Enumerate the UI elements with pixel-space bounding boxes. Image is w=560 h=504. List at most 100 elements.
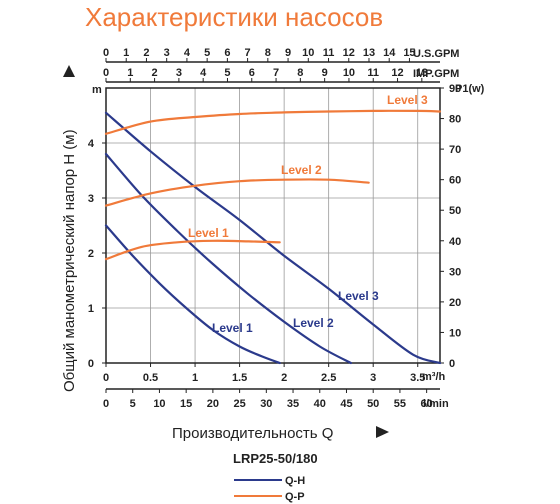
lmin-tick-label-8: 40 [314,398,326,410]
usgpm-tick-label-7: 7 [245,47,251,59]
impgpm-unit: IMP.GPM [413,68,459,80]
usgpm-tick-label-12: 12 [343,47,355,59]
impgpm-tick-label-7: 7 [273,67,279,79]
impgpm-tick-label-9: 9 [322,67,328,79]
x-tick-label-4: 2 [281,372,287,384]
legend-label-qh: Q-H [285,475,305,487]
x-tick-label-3: 1.5 [232,372,247,384]
y-tick-label-0: 0 [88,358,94,370]
impgpm-tick-label-3: 3 [176,67,182,79]
x-axis-arrow-icon [376,426,389,438]
lmin-tick-label-4: 20 [207,398,219,410]
lmin-tick-label-3: 15 [180,398,192,410]
impgpm-tick-label-5: 5 [224,67,230,79]
usgpm-tick-label-10: 10 [302,47,314,59]
x-axis-lmin: 0 5 10 15 20 25 30 35 40 45 50 55 60 [103,388,440,410]
y-axis-left: 0 1 2 3 4 [88,138,106,370]
lmin-tick-label-1: 5 [130,398,136,410]
x-tick-label-2: 1 [192,372,198,384]
impgpm-tick-label-10: 10 [343,67,355,79]
y-right-tick-label-8: 80 [449,114,461,126]
usgpm-tick-label-4: 4 [184,47,191,59]
series-label-qp-level-3: Level 3 [387,93,428,107]
usgpm-tick-label-11: 11 [323,47,335,59]
x-unit-lmin: l/min [423,398,449,410]
chart-series [104,109,442,365]
y-axis-right: 0 10 20 30 40 50 60 70 80 90 [440,83,461,370]
lmin-tick-label-9: 45 [340,398,352,410]
y-tick-label-4: 4 [88,138,95,150]
lmin-tick-label-5: 25 [233,398,245,410]
usgpm-tick-label-14: 14 [383,47,396,59]
x-tick-label-0: 0 [103,372,109,384]
y-unit-left: m [92,84,102,96]
usgpm-tick-label-13: 13 [363,47,375,59]
impgpm-tick-label-2: 2 [152,67,158,79]
usgpm-tick-label-8: 8 [265,47,271,59]
usgpm-tick-label-1: 1 [123,47,129,59]
y-right-tick-label-7: 70 [449,144,461,156]
usgpm-tick-label-2: 2 [143,47,149,59]
y-right-tick-label-2: 20 [449,297,461,309]
y-right-tick-label-3: 30 [449,266,461,278]
y-right-tick-label-5: 50 [449,205,461,217]
series-label-qh-level-2: Level 2 [293,316,334,330]
impgpm-tick-label-8: 8 [297,67,303,79]
lmin-tick-label-11: 55 [394,398,406,410]
usgpm-tick-label-15: 15 [403,47,415,59]
usgpm-unit: U.S.GPM [413,48,459,60]
x-tick-label-1: 0.5 [143,372,158,384]
impgpm-tick-label-0: 0 [103,67,109,79]
x-tick-label-6: 3 [370,372,376,384]
x-axis-label: Производительность Q [172,425,333,442]
series-label-qp-level-2: Level 2 [281,163,322,177]
lmin-tick-label-6: 30 [260,398,272,410]
impgpm-tick-label-1: 1 [127,67,133,79]
series-label-qh-level-3: Level 3 [338,289,379,303]
y-right-tick-label-top: 90 [449,83,461,95]
series-line-qp-level-3 [104,109,442,135]
series-line-qp-level-1 [104,239,281,261]
top-axes: 0 1 2 3 4 5 6 7 8 9 10 11 12 13 14 150 1 2 3 4 5 6 7 8 9 10 11 12 13 [103,47,440,83]
x-tick-label-5: 2.5 [321,372,336,384]
y-tick-label-2: 2 [88,248,94,260]
y-tick-label-1: 1 [88,303,94,315]
chart-title: Характеристики насосов [85,2,383,32]
series-line-qh-level-1 [104,224,281,365]
lmin-tick-label-10: 50 [367,398,379,410]
x-unit-m3h: m³/h [422,371,446,383]
x-axis-m3h: 0 0.5 1 1.5 2 2.5 3 3.5 [103,363,425,384]
series-label-qh-level-1: Level 1 [212,321,253,335]
usgpm-tick-label-9: 9 [285,47,291,59]
impgpm-tick-label-4: 4 [200,67,207,79]
impgpm-tick-label-11: 11 [367,67,379,79]
y-axis-arrow-icon [63,65,75,77]
y-right-tick-label-1: 10 [449,327,461,339]
lmin-tick-label-0: 0 [103,398,109,410]
series-line-qh-level-2 [104,152,352,365]
y-right-tick-label-6: 60 [449,175,461,187]
usgpm-tick-label-3: 3 [164,47,170,59]
lmin-tick-label-2: 10 [153,398,165,410]
usgpm-tick-label-6: 6 [224,47,230,59]
series-label-qp-level-1: Level 1 [188,226,229,240]
y-tick-label-3: 3 [88,193,94,205]
impgpm-tick-label-12: 12 [391,67,403,79]
legend-label-qp: Q-P [285,491,305,503]
x-tick-label-7: 3.5 [410,372,425,384]
plot-frame [105,87,441,364]
chart-grid [106,87,440,363]
lmin-tick-label-12: 60 [421,398,433,410]
y-right-tick-label-0: 0 [449,358,455,370]
lmin-tick-label-7: 35 [287,398,299,410]
usgpm-tick-label-5: 5 [204,47,210,59]
y-axis-label: Общий манометрический напор H (м) [61,129,78,392]
y-right-tick-label-4: 40 [449,236,461,248]
model-label: LRP25-50/180 [233,451,318,466]
impgpm-tick-label-13: 13 [416,67,428,79]
usgpm-tick-label-0: 0 [103,47,109,59]
series-line-qp-level-2 [104,178,370,207]
impgpm-tick-label-6: 6 [249,67,255,79]
y-unit-right: P1(w) [455,83,485,95]
